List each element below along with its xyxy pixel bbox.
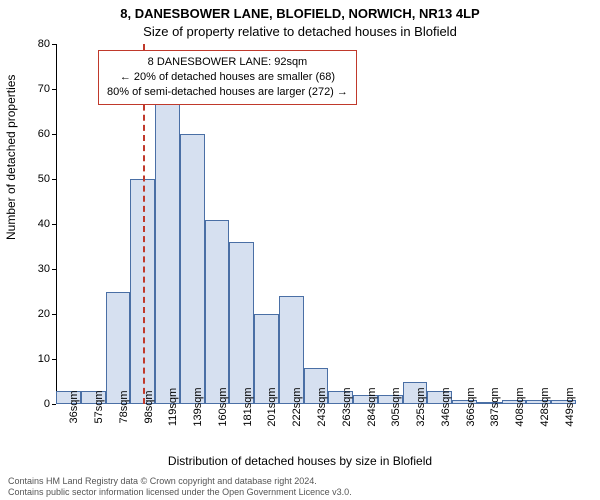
histogram-bar (205, 220, 230, 405)
x-tick: 428sqm (539, 387, 551, 426)
annotation-line1: 8 DANESBOWER LANE: 92sqm (107, 55, 348, 70)
x-tick: 263sqm (341, 387, 353, 426)
x-tick: 139sqm (192, 387, 204, 426)
histogram-bar (106, 292, 131, 405)
chart-subtitle: Size of property relative to detached ho… (0, 24, 600, 39)
x-tick: 36sqm (68, 390, 80, 423)
footer-line1: Contains HM Land Registry data © Crown c… (8, 476, 592, 487)
y-tick: 80 (38, 38, 50, 50)
plot-area: 8 DANESBOWER LANE: 92sqm ← 20% of detach… (56, 44, 576, 404)
y-tick: 70 (38, 83, 50, 95)
x-tick: 119sqm (167, 388, 179, 426)
x-tick: 325sqm (415, 387, 427, 426)
footer-line2: Contains public sector information licen… (8, 487, 592, 498)
histogram-bar (180, 134, 205, 404)
x-axis-label: Distribution of detached houses by size … (0, 454, 600, 468)
x-tick: 243sqm (316, 387, 328, 426)
y-tick: 60 (38, 128, 50, 140)
chart-container: 8, DANESBOWER LANE, BLOFIELD, NORWICH, N… (0, 0, 600, 500)
x-tick: 449sqm (564, 387, 576, 426)
x-tick: 346sqm (440, 387, 452, 426)
x-tick: 222sqm (291, 387, 303, 426)
y-tick: 0 (44, 398, 50, 410)
x-tick: 57sqm (93, 390, 105, 423)
annotation-box: 8 DANESBOWER LANE: 92sqm ← 20% of detach… (98, 50, 357, 105)
y-tick: 20 (38, 308, 50, 320)
x-tick: 387sqm (489, 387, 501, 426)
x-tick: 160sqm (217, 387, 229, 426)
histogram-bar (155, 98, 180, 404)
x-tick: 201sqm (266, 387, 278, 426)
x-tick: 366sqm (465, 387, 477, 426)
chart-title-address: 8, DANESBOWER LANE, BLOFIELD, NORWICH, N… (0, 6, 600, 21)
x-tick: 408sqm (514, 387, 526, 426)
y-tick: 40 (38, 218, 50, 230)
y-axis-line (56, 44, 57, 404)
y-tick: 50 (38, 173, 50, 185)
x-tick: 305sqm (390, 387, 402, 426)
annotation-line3: 80% of semi-detached houses are larger (… (107, 85, 348, 100)
y-axis-label: Number of detached properties (4, 75, 18, 240)
x-tick: 78sqm (118, 390, 130, 423)
x-tick: 284sqm (366, 387, 378, 426)
annotation-line2: ← 20% of detached houses are smaller (68… (107, 70, 348, 85)
x-tick: 181sqm (242, 387, 254, 426)
y-tick: 30 (38, 263, 50, 275)
footer-attribution: Contains HM Land Registry data © Crown c… (8, 476, 592, 498)
histogram-bar (229, 242, 254, 404)
y-tick: 10 (38, 353, 50, 365)
